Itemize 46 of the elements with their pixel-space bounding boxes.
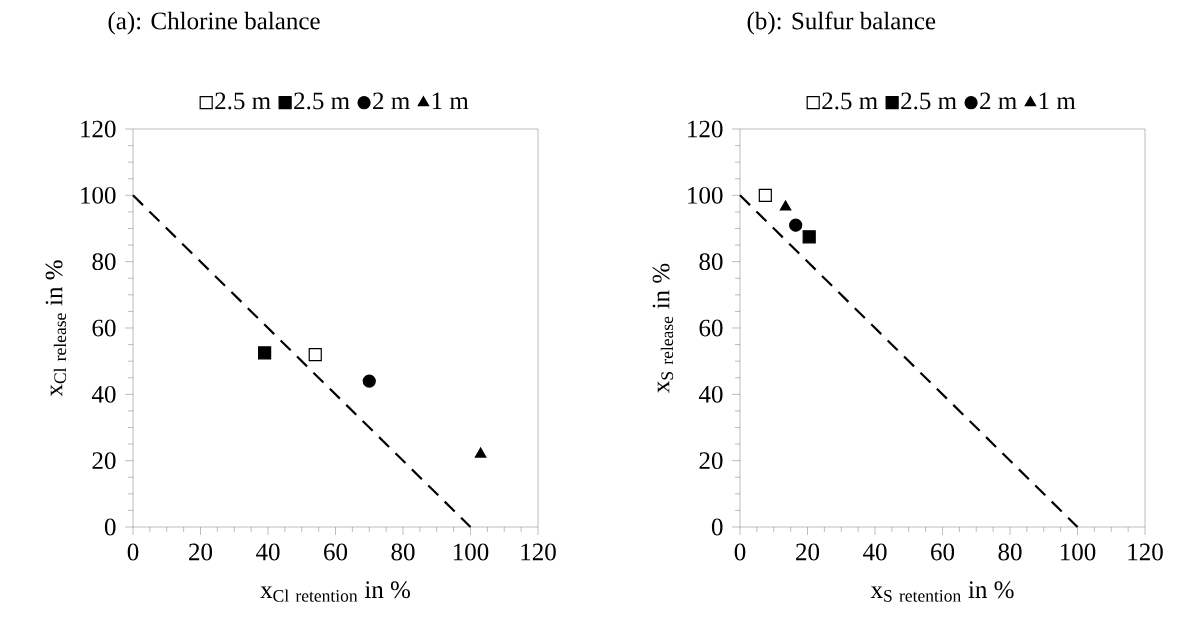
point [308, 347, 322, 362]
chart-title: (b): Sulfur balance [747, 11, 936, 35]
x-tick-label: 20 [796, 543, 820, 561]
y-tick-label: 0 [104, 518, 116, 536]
x-axis-title: $\mathrm{x}_{\mathrm{Cl\ retention}}\ \mathrm{in}\ \%$ [260, 581, 410, 602]
point [474, 447, 487, 458]
y-tick-label: 40 [91, 385, 116, 403]
x-tick-label: 0 [734, 543, 746, 561]
y-tick-label: 100 [81, 186, 116, 204]
y-tick-label: 80 [92, 253, 116, 271]
x-tick-label: 80 [391, 543, 415, 561]
x-tick-label: 60 [324, 543, 348, 561]
y-tick-label: 60 [699, 319, 723, 337]
legend-label: 2 m [373, 92, 410, 110]
legend-label: 1 m [1039, 92, 1076, 110]
y-tick-label: 20 [699, 452, 723, 470]
x-tick-label: 100 [453, 543, 489, 561]
y-tick-label: 40 [698, 385, 723, 403]
x-tick-label: 40 [862, 543, 887, 561]
legend-label: 2.5 m [215, 92, 271, 110]
x-tick-label: 20 [189, 543, 213, 561]
x-tick-label: 120 [1128, 543, 1163, 561]
y-tick-label: 60 [92, 319, 116, 337]
y-tick-label: 0 [711, 518, 723, 536]
x-tick-label: 80 [998, 543, 1022, 561]
legend-label: 2.5 m [901, 92, 957, 110]
chart-title: (a): Chlorine balance [108, 11, 320, 35]
x-tick-label: 40 [255, 543, 280, 561]
y-axis-title: $\mathrm{x}_{\mathrm{Cl\ release}}\ \mathrm{in}\ \%$ [45, 260, 67, 397]
point [258, 346, 272, 360]
y-axis-title: $\mathrm{x}_{\mathrm{S\ release}}\ \mathrm{in}\ \%$ [652, 263, 674, 393]
legend-label: 2.5 m [822, 92, 878, 110]
y-tick-label: 80 [699, 253, 723, 271]
y-tick-label: 120 [688, 120, 723, 138]
legend-label: 2.5 m [294, 92, 350, 110]
legend-label: 2 m [980, 92, 1017, 110]
x-axis-title: $\mathrm{x}_{\mathrm{S\ retention}}\ \mathrm{in}\ \%$ [870, 581, 1014, 602]
legend-label: 1 m [432, 92, 469, 110]
y-tick-label: 100 [688, 186, 723, 204]
x-tick-label: 100 [1060, 543, 1096, 561]
y-tick-label: 120 [81, 120, 116, 138]
x-tick-label: 60 [931, 543, 955, 561]
y-tick-label: 20 [92, 452, 116, 470]
point [362, 374, 376, 388]
x-tick-label: 120 [521, 543, 556, 561]
x-tick-label: 0 [127, 543, 139, 561]
